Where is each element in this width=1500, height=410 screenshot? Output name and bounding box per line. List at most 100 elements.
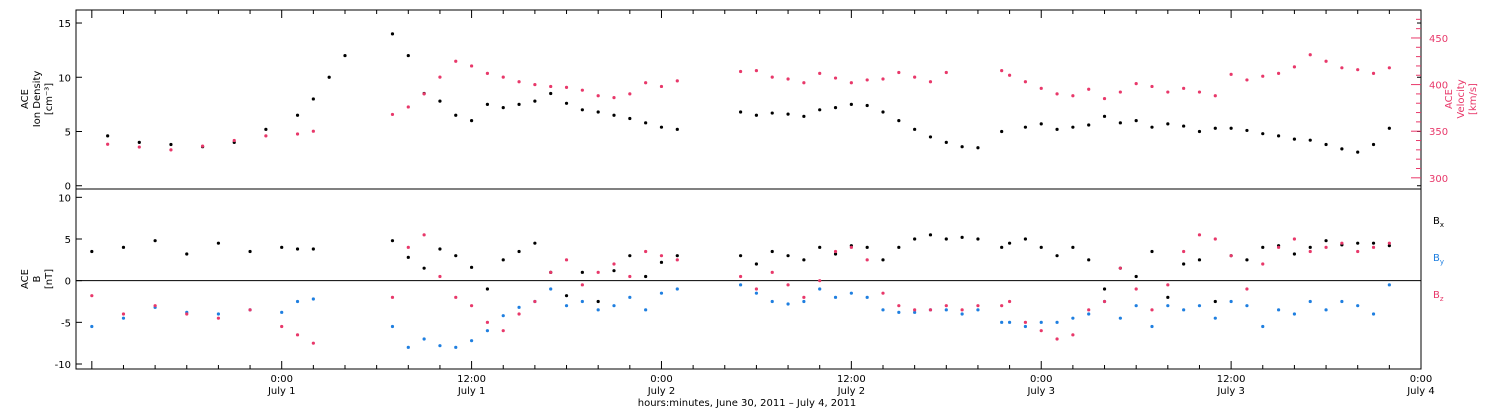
time-tick-label: 0:00 — [270, 374, 292, 385]
by-point — [802, 299, 806, 304]
date-tick-label: July 1 — [457, 386, 486, 397]
velocity-point — [311, 129, 315, 133]
density-point — [1134, 119, 1138, 123]
velocity-point — [897, 70, 901, 75]
bx-point — [1102, 287, 1107, 291]
bz-point — [533, 299, 537, 304]
by-point — [1292, 312, 1297, 316]
bx-point — [786, 254, 790, 258]
by-point — [849, 291, 853, 295]
bz-point — [1118, 266, 1122, 270]
bz-point — [1340, 241, 1344, 245]
bx-point — [1292, 252, 1297, 256]
bz-point — [1055, 337, 1059, 341]
bx-point — [802, 258, 806, 262]
velocity-axis-title-line-2: Velocity — [1456, 79, 1467, 118]
bz-point — [833, 249, 838, 254]
density-point — [264, 127, 268, 131]
density-point — [1292, 137, 1297, 141]
date-tick-label: July 3 — [1026, 386, 1055, 397]
velocity-point — [1245, 78, 1249, 82]
bx-point — [1039, 245, 1043, 249]
density-point — [106, 134, 110, 138]
velocity-point — [422, 92, 426, 96]
velocity-point — [1387, 66, 1391, 70]
by-point — [770, 299, 774, 304]
velocity-point — [818, 71, 822, 75]
bx-point — [1182, 262, 1186, 266]
by-point — [1261, 324, 1265, 329]
by-point — [1087, 312, 1091, 316]
by-point — [517, 305, 521, 309]
bx-point — [628, 254, 632, 258]
by-point — [121, 316, 126, 320]
bx-point — [1356, 241, 1360, 245]
time-tick-label: 0:00 — [1030, 374, 1052, 385]
field-tick-label: 5 — [65, 235, 71, 246]
density-point — [1166, 122, 1170, 126]
density-point — [1023, 125, 1028, 129]
bx-point — [675, 254, 679, 258]
density-point — [1261, 132, 1265, 136]
by-point — [1276, 308, 1281, 312]
velocity-point — [549, 84, 553, 89]
velocity-point — [644, 81, 648, 85]
velocity-point — [1182, 86, 1186, 90]
bx-point — [1387, 244, 1391, 248]
velocity-point — [849, 81, 853, 85]
by-point — [659, 291, 664, 295]
by-point — [1071, 316, 1075, 320]
velocity-axis-title-line-1: ACE — [1444, 89, 1455, 109]
bz-point — [485, 320, 490, 324]
density-point — [1000, 129, 1004, 134]
density-axis-ticks: 0 5 10 15 — [58, 19, 1421, 193]
bx-point — [406, 255, 410, 259]
density-point — [1229, 126, 1233, 130]
velocity-tick-label: 300 — [1429, 174, 1448, 185]
bz-point — [438, 274, 442, 279]
bz-point — [1245, 287, 1249, 291]
velocity-point — [1071, 94, 1075, 98]
velocity-point — [754, 68, 759, 73]
velocity-tick-label: 450 — [1429, 34, 1448, 45]
velocity-point — [738, 69, 743, 74]
density-point — [833, 106, 838, 110]
density-point — [849, 102, 853, 106]
bx-point — [485, 287, 490, 291]
by-point — [1000, 320, 1004, 324]
velocity-point — [833, 76, 838, 80]
by-point — [818, 287, 822, 291]
velocity-point — [485, 71, 490, 75]
by-point — [216, 312, 221, 316]
velocity-point — [454, 59, 458, 63]
bx-point — [295, 247, 300, 251]
bx-point — [422, 266, 426, 270]
velocity-point — [137, 145, 141, 149]
bz-point — [675, 258, 679, 262]
by-point — [786, 302, 790, 306]
bx-point — [960, 235, 964, 239]
bx-point — [1087, 258, 1091, 262]
bx-point — [644, 274, 648, 279]
density-point — [786, 112, 790, 116]
bx-point — [564, 294, 569, 298]
velocity-point — [501, 75, 505, 79]
density-point — [137, 140, 141, 144]
density-point — [612, 113, 616, 117]
by-point — [1245, 304, 1249, 308]
bottom-panel-frame — [75, 188, 1422, 370]
by-point — [549, 287, 553, 291]
density-point — [1276, 134, 1281, 138]
bx-point — [833, 252, 838, 256]
bz-point — [1197, 233, 1202, 237]
bx-point — [913, 237, 917, 241]
velocity-point — [659, 84, 664, 89]
field-axis-title-line-3: [nT] — [44, 269, 55, 289]
velocity-point — [1213, 94, 1217, 98]
density-point — [485, 102, 490, 106]
velocity-point — [438, 75, 442, 79]
bx-point — [248, 249, 252, 254]
by-point — [960, 312, 964, 316]
bx-point — [153, 239, 157, 243]
bx-point — [770, 249, 774, 254]
